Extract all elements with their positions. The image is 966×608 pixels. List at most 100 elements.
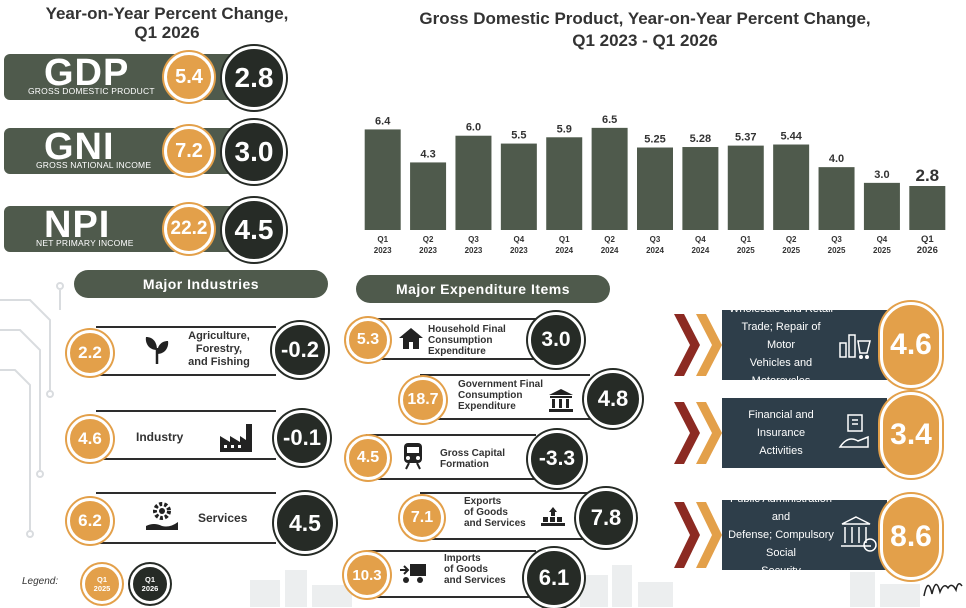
- expenditure-label: Household Final Consumption Expenditure: [428, 324, 506, 357]
- chevron-right-icon: [674, 502, 722, 568]
- city-skyline-icon: [250, 565, 920, 607]
- label-line: Wholesale and Retail: [729, 303, 833, 315]
- tick-label-1-0: Q2: [423, 235, 434, 244]
- expenditure-q1-2025-value: 10.3: [344, 552, 390, 598]
- chevron-right-icon: [674, 314, 722, 376]
- industry-label: Agriculture, Forestry, and Fishing: [182, 330, 256, 369]
- divider: [366, 358, 536, 360]
- bar-4: [546, 137, 583, 230]
- divider: [366, 434, 536, 436]
- label-line: Imports: [444, 553, 481, 564]
- sector-label: Wholesale and Retail Trade; Repair of Mo…: [722, 300, 836, 390]
- industry-q1-2026-value: 4.5: [274, 492, 336, 554]
- industry-q1-2026-value: -0.2: [272, 322, 328, 378]
- expenditure-label: Gross Capital Formation: [440, 448, 505, 470]
- sector-label: Financial and Insurance Activities: [722, 406, 836, 460]
- tick-label-3-0: Q4: [514, 235, 525, 244]
- tick-label-11-0: Q4: [877, 235, 888, 244]
- chart-title: Gross Domestic Product, Year-on-Year Per…: [345, 8, 945, 52]
- legend-label: Q1: [144, 575, 155, 584]
- expenditure-q1-2026-value: 6.1: [524, 548, 584, 608]
- tick-label-1-1: 2023: [419, 246, 437, 255]
- bar-9: [773, 144, 810, 230]
- divider: [96, 492, 276, 494]
- bar-10: [818, 167, 855, 230]
- label-line: Expenditure: [428, 346, 486, 357]
- expenditure-label: Exports of Goods and Services: [464, 496, 526, 529]
- tick-label-5-1: 2024: [601, 246, 619, 255]
- bar-2: [455, 135, 492, 230]
- legend-q1-2025: Q1 2025: [82, 564, 122, 604]
- sector-label: Public Administration and Defense; Compu…: [722, 490, 836, 580]
- data-label-3: 5.5: [511, 130, 526, 142]
- label-line: and Services: [464, 518, 526, 529]
- divider: [96, 326, 276, 328]
- left-title-line-2: Q1 2026: [134, 23, 200, 42]
- tick-label-12-0: Q1: [921, 234, 934, 245]
- expenditure-q1-2025-value: 4.5: [346, 436, 390, 480]
- public-admin-icon: [841, 516, 877, 552]
- tick-label-2-1: 2023: [465, 246, 483, 255]
- legend-label: 2025: [93, 584, 111, 593]
- divider: [420, 418, 590, 420]
- tick-label-12-1: 2026: [917, 245, 938, 256]
- data-label-11: 3.0: [874, 169, 889, 181]
- divider: [96, 542, 276, 544]
- train-icon: [404, 443, 422, 470]
- finance-icon: [838, 414, 869, 448]
- industry-q1-2025-value: 6.2: [67, 498, 113, 544]
- data-label-1: 4.3: [420, 148, 435, 160]
- tick-label-5-0: Q2: [604, 235, 615, 244]
- label-line: and Services: [444, 575, 506, 586]
- tick-label-9-0: Q2: [786, 235, 797, 244]
- tick-label-4-0: Q1: [559, 235, 570, 244]
- divider: [366, 318, 536, 320]
- data-label-0: 6.4: [375, 115, 391, 127]
- plant-icon: [145, 337, 169, 364]
- industry-q1-2026-value: -0.1: [274, 410, 330, 466]
- label-line: of Goods: [444, 564, 488, 575]
- kpi-q1-2025-value: 5.4: [164, 52, 214, 102]
- legend-label: Q1: [96, 575, 107, 584]
- kpi-q1-2026-value: 4.5: [222, 198, 286, 262]
- tick-label-4-1: 2024: [555, 246, 573, 255]
- expenditure-q1-2025-value: 7.1: [400, 496, 444, 540]
- tick-label-6-0: Q3: [650, 235, 661, 244]
- label-line: Consumption: [428, 335, 493, 346]
- signature-icon: [923, 583, 963, 597]
- chart-title-line-1: Gross Domestic Product, Year-on-Year Per…: [419, 9, 871, 28]
- bar-12: [909, 186, 946, 230]
- label-line: Trade; Repair of Motor: [741, 321, 821, 351]
- label-line: Security: [761, 565, 801, 577]
- tick-label-11-1: 2025: [873, 246, 891, 255]
- divider: [96, 458, 276, 460]
- data-label-8: 5.37: [735, 132, 756, 144]
- expenditure-label: Imports of Goods and Services: [444, 553, 506, 586]
- label-line: of Goods: [464, 507, 508, 518]
- export-goods-icon: [541, 507, 565, 526]
- tick-label-8-1: 2025: [737, 246, 755, 255]
- sector-banner: Public Administration and Defense; Compu…: [722, 493, 887, 577]
- bar-3: [500, 143, 537, 230]
- sector-banner: Financial and Insurance Activities: [722, 398, 887, 468]
- tick-label-10-0: Q3: [831, 235, 842, 244]
- left-title-line-1: Year-on-Year Percent Change,: [45, 4, 289, 23]
- bar-1: [410, 162, 447, 230]
- bar-5: [591, 127, 628, 230]
- sector-banner: Wholesale and Retail Trade; Repair of Mo…: [722, 303, 887, 387]
- data-label-2: 6.0: [466, 122, 481, 134]
- expenditure-q1-2026-value: 4.8: [584, 370, 642, 428]
- label-line: Consumption: [458, 390, 523, 401]
- bar-11: [863, 182, 900, 230]
- divider: [420, 538, 590, 540]
- kpi-q1-2026-value: 3.0: [222, 120, 286, 184]
- expenditure-q1-2025-value: 5.3: [346, 318, 390, 362]
- kpi-q1-2025-value: 7.2: [164, 126, 214, 176]
- expenditure-q1-2026-value: 7.8: [576, 488, 636, 548]
- expenditure-q1-2026-value: -3.3: [528, 430, 586, 488]
- label-line: Activities: [759, 445, 803, 457]
- divider: [420, 492, 590, 494]
- divider: [96, 410, 276, 412]
- data-label-6: 5.25: [644, 134, 665, 146]
- divider: [366, 596, 536, 598]
